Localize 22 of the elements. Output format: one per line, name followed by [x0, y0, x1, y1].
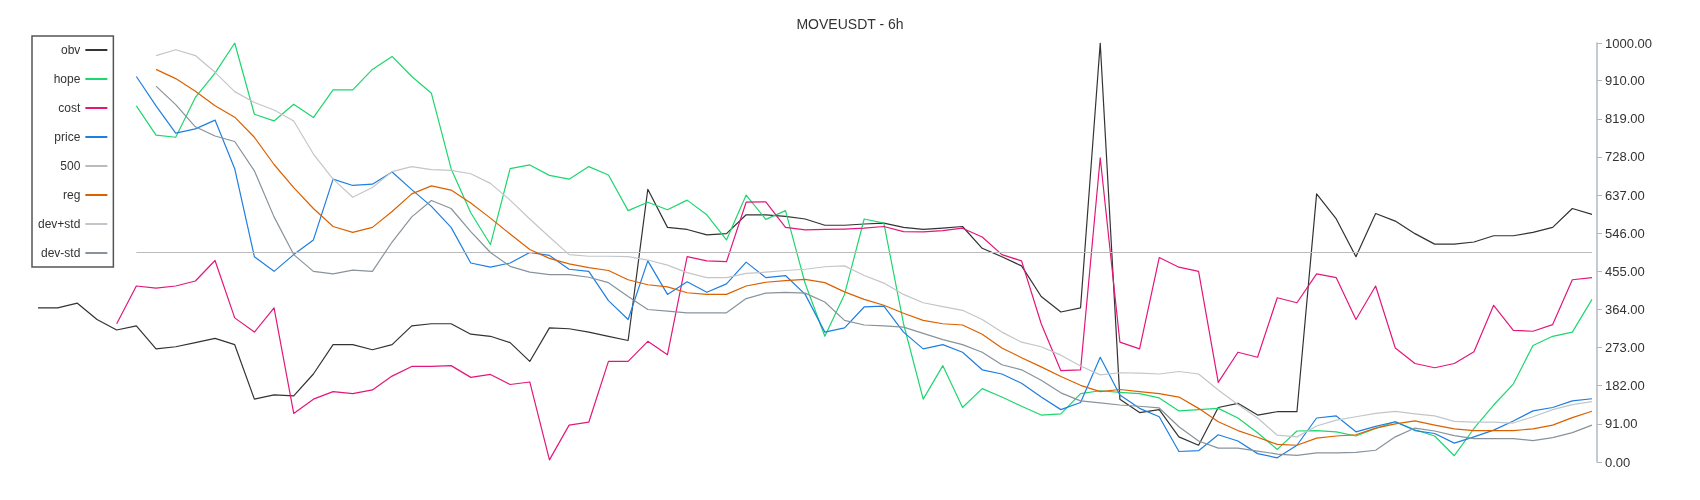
y-tick-label: 819.00	[1605, 111, 1645, 127]
legend-label: dev+std	[37, 217, 81, 231]
legend-label: 500	[60, 159, 81, 173]
y-tick-label: 0.00	[1605, 454, 1631, 470]
y-tick-label: 273.00	[1605, 340, 1645, 356]
y-tick-label: 455.00	[1605, 263, 1645, 279]
legend-label: price	[54, 130, 81, 144]
legend-label: reg	[63, 188, 81, 202]
legend-label: cost	[58, 101, 82, 115]
y-tick-label: 1000.00	[1605, 35, 1652, 51]
legend-label: obv	[61, 43, 81, 57]
y-tick-label: 546.00	[1605, 225, 1645, 241]
line-series	[116, 157, 1593, 461]
y-tick-label: 728.00	[1605, 149, 1645, 165]
y-tick-label: 91.00	[1605, 416, 1638, 432]
legend-label: dev-std	[41, 246, 81, 260]
y-tick-label: 637.00	[1605, 187, 1645, 203]
y-tick-label: 910.00	[1605, 73, 1645, 89]
chart-title: MOVEUSDT - 6h	[796, 16, 904, 32]
legend-label: hope	[53, 72, 81, 86]
y-tick-label: 364.00	[1605, 301, 1645, 317]
y-tick-label: 182.00	[1605, 378, 1645, 394]
